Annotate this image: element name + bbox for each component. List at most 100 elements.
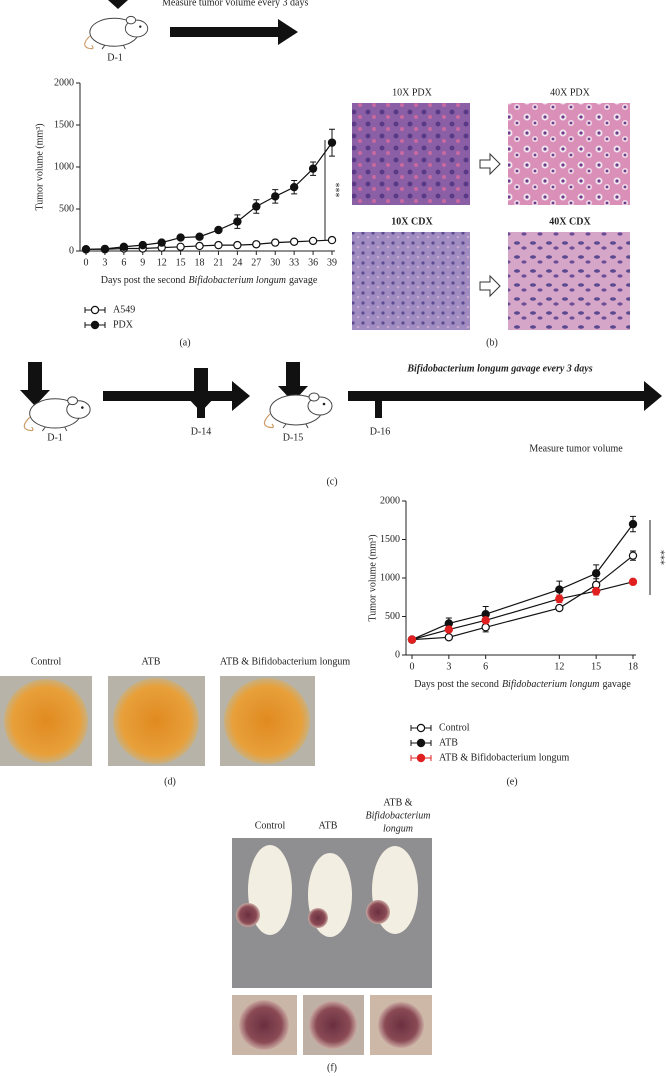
data-point xyxy=(195,232,204,241)
mouse-label: ATB xyxy=(319,820,338,831)
y-tick-label: 0 xyxy=(69,245,74,256)
x-tick-label: 0 xyxy=(410,661,415,672)
x-tick-label: 30 xyxy=(270,257,280,268)
down-arrow xyxy=(108,0,128,9)
x-tick-label: 15 xyxy=(591,661,601,672)
data-point xyxy=(327,235,337,245)
data-point xyxy=(271,238,280,247)
y-tick-label: 2000 xyxy=(54,77,74,88)
measure-note: Measure tumor volume xyxy=(529,443,623,454)
x-axis-label-part: Days post the second xyxy=(101,275,186,286)
data-point xyxy=(555,603,564,613)
down-arrow xyxy=(20,362,50,406)
timeline-diagram: D-1 D-14 D-15 D-16 Bifidobacterium longu… xyxy=(20,362,662,454)
data-point xyxy=(444,633,454,642)
x-tick-label: 24 xyxy=(232,257,242,268)
x-tick-label: 18 xyxy=(195,257,205,268)
x-axis-label-part: gavage xyxy=(602,679,631,690)
top-diagram: D-1 Measure tumor volume every 3 days xyxy=(84,0,308,63)
legend-label: ATB xyxy=(439,737,458,748)
x-tick-label: 39 xyxy=(327,257,337,268)
legend-label: A549 xyxy=(113,304,135,315)
y-tick-label: 1500 xyxy=(380,534,400,545)
legend-label: PDX xyxy=(113,319,134,330)
x-tick-label: 27 xyxy=(251,257,261,268)
legend-swatch xyxy=(90,320,100,330)
x-tick-label: 12 xyxy=(157,257,167,268)
histology-image xyxy=(508,232,630,330)
data-point xyxy=(81,245,91,254)
data-point xyxy=(157,238,166,247)
arrow-icon xyxy=(479,152,501,176)
significance-label: *** xyxy=(330,183,341,198)
y-tick-label: 0 xyxy=(395,649,400,660)
panel-label: (e) xyxy=(506,776,517,787)
y-tick-label: 2000 xyxy=(380,495,400,506)
data-point xyxy=(289,182,299,192)
x-tick-label: 3 xyxy=(446,661,451,672)
x-tick-label: 36 xyxy=(308,257,318,268)
x-tick-label: 21 xyxy=(213,257,223,268)
mouse-label: longum xyxy=(383,823,413,834)
tick xyxy=(375,396,382,418)
data-point xyxy=(119,242,129,251)
plate-label: Control xyxy=(31,656,62,667)
mouse-icon xyxy=(84,15,149,50)
data-point xyxy=(444,625,454,634)
tumor xyxy=(239,1000,289,1050)
data-point xyxy=(214,225,223,235)
x-tick-label: 12 xyxy=(554,661,564,672)
image-label: 10X CDX xyxy=(391,216,433,227)
legend-swatch xyxy=(416,738,426,748)
series-line xyxy=(411,555,634,641)
data-point xyxy=(308,236,318,246)
data-point xyxy=(407,635,417,644)
x-tick-label: 15 xyxy=(176,257,186,268)
data-point xyxy=(628,551,638,560)
y-tick-label: 500 xyxy=(59,203,74,214)
panel-label: (d) xyxy=(164,776,176,787)
y-axis-label: Tumor volume (mm³) xyxy=(367,534,378,621)
x-tick-label: 6 xyxy=(121,257,126,268)
y-axis-label: Tumor volume (mm³) xyxy=(34,123,45,210)
legend-label: ATB & Bifidobacterium longum xyxy=(439,752,569,763)
x-axis-label-part: Bifidobacterium longum xyxy=(188,275,286,286)
data-point xyxy=(481,616,490,625)
x-tick-label: 3 xyxy=(102,257,107,268)
plate-label: ATB & Bifidobacterium longum xyxy=(220,656,350,667)
data-point xyxy=(100,244,110,254)
x-axis-label: Days post the second Bifidobacterium long… xyxy=(101,275,318,286)
data-point xyxy=(233,217,242,226)
data-point xyxy=(138,240,147,250)
y-tick-label: 1500 xyxy=(54,119,74,130)
day-label: D-16 xyxy=(370,426,391,437)
plate xyxy=(113,678,199,764)
series-line xyxy=(411,523,634,641)
timeline-arrow xyxy=(103,381,250,411)
data-point xyxy=(214,240,223,250)
plate xyxy=(4,679,88,763)
data-point xyxy=(195,241,204,251)
gavage-note: Bifidobacterium longum gavage every 3 da… xyxy=(406,363,592,374)
panel-label: (f) xyxy=(327,1062,337,1073)
down-arrow xyxy=(278,362,308,402)
data-point xyxy=(252,202,261,211)
y-tick-label: 500 xyxy=(385,611,400,622)
image-label: 40X PDX xyxy=(550,87,591,98)
data-point xyxy=(591,569,601,578)
legend-swatch xyxy=(416,723,426,733)
image-label: 10X PDX xyxy=(392,87,433,98)
tumor xyxy=(378,1002,424,1048)
day-label: D-1 xyxy=(107,52,123,63)
day-label: D-1 xyxy=(47,432,63,443)
x-tick-label: 6 xyxy=(483,661,488,672)
data-point xyxy=(628,577,638,587)
x-axis-label: Days post the second Bifidobacterium long… xyxy=(414,679,631,690)
tumor xyxy=(366,900,390,924)
tumor xyxy=(308,908,328,928)
mouse-label: Bifidobacterium xyxy=(366,810,431,821)
data-point xyxy=(591,586,601,596)
y-tick-label: 1000 xyxy=(380,572,400,583)
